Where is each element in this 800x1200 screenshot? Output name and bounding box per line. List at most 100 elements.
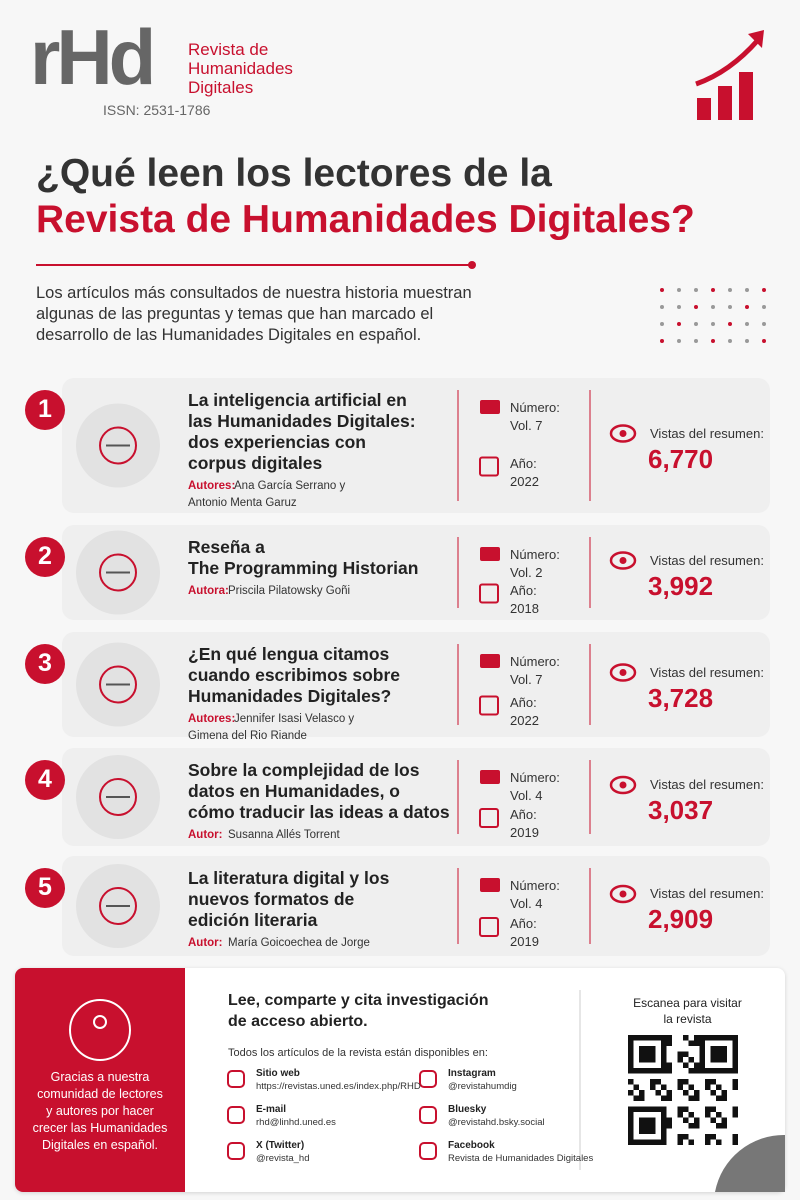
dot <box>694 339 698 343</box>
qr-module <box>628 1134 634 1140</box>
qr-module <box>666 1062 672 1068</box>
qr-module <box>661 1084 667 1090</box>
year: 2022 <box>510 712 539 728</box>
qr-module <box>633 1068 639 1074</box>
qr-module <box>694 1123 700 1129</box>
qr-module <box>732 1106 738 1112</box>
calendar-icon <box>479 695 499 716</box>
link-value: @revistahd.bsky.social <box>448 1117 545 1128</box>
qr-module <box>650 1123 656 1129</box>
eye-icon <box>609 551 637 570</box>
qr-module <box>688 1084 694 1090</box>
book-icon <box>480 878 500 892</box>
article-card <box>62 748 770 846</box>
eye-pupil <box>619 669 627 676</box>
qr-module <box>732 1040 738 1046</box>
link-icon <box>419 1142 437 1160</box>
qr-module <box>655 1106 661 1112</box>
topic-icon <box>99 553 137 592</box>
eye-pupil <box>619 781 627 789</box>
qr-module <box>661 1040 667 1046</box>
number-label: Número: <box>510 547 560 562</box>
qr-module <box>710 1079 716 1085</box>
footer-heading: de acceso abierto. <box>228 1013 368 1030</box>
qr-module <box>694 1095 700 1101</box>
link-icon <box>227 1106 245 1124</box>
link-value: https://revistas.uned.es/index.php/RHD <box>256 1081 421 1092</box>
qr-module <box>628 1057 634 1063</box>
corner-accent <box>715 1134 785 1192</box>
authors: María Goicoechea de Jorge <box>228 937 370 949</box>
qr-module <box>699 1040 705 1046</box>
qr-module <box>655 1079 661 1085</box>
qr-module <box>705 1112 711 1118</box>
qr-module <box>650 1106 656 1112</box>
article-title: La literatura digital y los <box>188 868 390 888</box>
authors: Gimena del Rio Riande <box>188 730 307 742</box>
topic-icon <box>99 665 137 704</box>
qr-module <box>710 1117 716 1123</box>
qr-module <box>688 1057 694 1063</box>
number-label: Número: <box>510 878 560 893</box>
qr-module <box>683 1062 689 1068</box>
qr-module <box>666 1035 672 1041</box>
authors-label: Autor: <box>188 829 223 841</box>
eye-icon <box>609 884 637 904</box>
qr-module <box>650 1068 656 1074</box>
dot <box>711 322 715 326</box>
qr-module <box>661 1139 667 1145</box>
article-title: Reseña a <box>188 537 265 557</box>
qr-module <box>666 1095 672 1101</box>
qr-module <box>644 1035 650 1041</box>
qr-module <box>721 1095 727 1101</box>
qr-module <box>721 1090 727 1096</box>
qr-label: Escanea para visitar <box>633 996 742 1010</box>
views: 2,909 <box>648 904 714 934</box>
link-icon <box>419 1106 437 1124</box>
qr-module <box>699 1046 705 1052</box>
dot <box>660 339 664 343</box>
qr-module <box>699 1062 705 1068</box>
article-card <box>62 525 770 620</box>
article-card <box>62 378 770 513</box>
topic-icon <box>99 887 137 925</box>
qr-module <box>677 1134 683 1140</box>
qr-module <box>677 1112 683 1118</box>
eye-pupil <box>619 430 627 437</box>
article-title: Sobre la complejidad de los <box>188 760 420 780</box>
qr-module <box>655 1090 661 1096</box>
footer-red-panel <box>15 968 185 1192</box>
article-card <box>62 632 770 737</box>
year-label: Año: <box>510 694 537 710</box>
dot <box>728 339 732 343</box>
qr-module <box>661 1057 667 1063</box>
qr-module <box>732 1112 738 1118</box>
qr-module <box>732 1051 738 1057</box>
qr-module <box>699 1035 705 1041</box>
views-label: Vistas del resumen: <box>650 777 764 792</box>
qr-module <box>655 1139 661 1145</box>
journal-name: Digitales <box>188 78 254 97</box>
article-title: ¿En qué lengua citamos <box>188 644 390 664</box>
authors-label: Autora: <box>188 585 229 597</box>
qr-module <box>644 1046 650 1052</box>
intro-text: Los artículos más consultados de nuestra… <box>36 284 472 302</box>
qr-module <box>628 1128 634 1134</box>
qr-module <box>628 1046 634 1052</box>
dot <box>762 288 766 292</box>
qr-module <box>661 1095 667 1101</box>
topic-icon <box>99 426 137 465</box>
volume: Vol. 4 <box>510 788 543 803</box>
qr-module <box>683 1090 689 1096</box>
qr-module <box>716 1112 722 1118</box>
dot <box>728 305 732 309</box>
calendar-icon <box>479 583 499 604</box>
qr-module <box>628 1117 634 1123</box>
link-label: Facebook <box>448 1140 495 1151</box>
qr-module <box>661 1062 667 1068</box>
qr-module <box>650 1128 656 1134</box>
qr-module <box>655 1035 661 1041</box>
footer-heading: Lee, comparte y cita investigación <box>228 992 489 1009</box>
qr-module <box>694 1090 700 1096</box>
